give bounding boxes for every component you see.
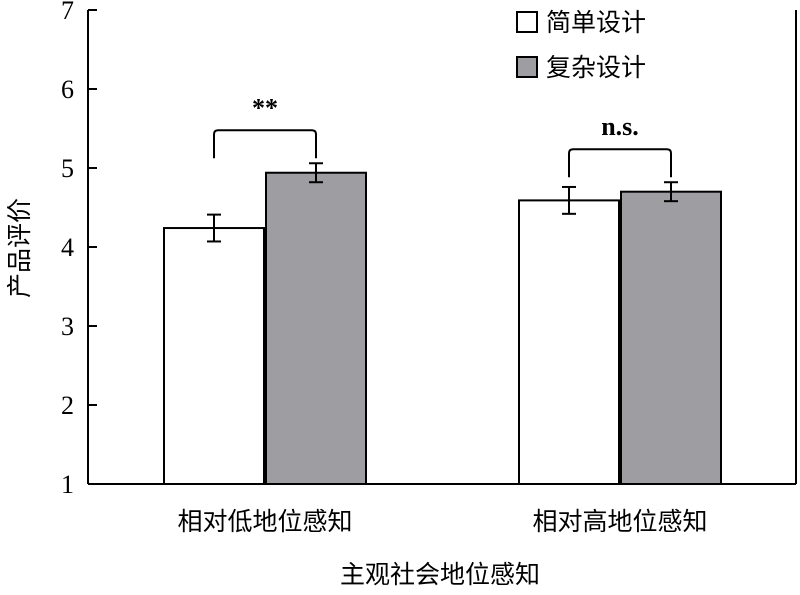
y-tick-label: 4 — [61, 233, 74, 262]
y-tick-label: 7 — [61, 0, 74, 25]
x-tick-label: 相对高地位感知 — [532, 507, 707, 536]
significance-bracket — [568, 148, 672, 178]
y-tick-label: 3 — [61, 312, 74, 341]
y-tick-label: 2 — [61, 391, 74, 420]
bar — [265, 171, 367, 486]
bar — [518, 199, 620, 485]
legend-label: 简单设计 — [546, 8, 646, 37]
x-axis-title: 主观社会地位感知 — [340, 560, 540, 589]
legend-label: 复杂设计 — [546, 53, 646, 82]
chart-axes: 1 2 3 4 5 6 7 相对低地位感知 相对高地位感知 — [61, 0, 797, 536]
y-tick-label: 5 — [61, 154, 74, 183]
significance-label: ** — [252, 93, 278, 122]
chart-annotations: ** n.s. — [213, 93, 672, 178]
y-tick-label: 6 — [61, 75, 74, 104]
bar — [620, 190, 722, 485]
legend-swatch — [516, 11, 538, 33]
significance-bracket — [213, 129, 317, 159]
legend-swatch — [516, 56, 538, 78]
significance-label: n.s. — [601, 112, 639, 141]
y-axis-title: 产品评价 — [5, 198, 34, 298]
y-tick-label: 1 — [61, 470, 74, 499]
chart-error-bars — [207, 162, 678, 243]
x-tick-label: 相对低地位感知 — [177, 507, 352, 536]
bar — [163, 227, 265, 485]
chart-bars — [163, 171, 722, 486]
